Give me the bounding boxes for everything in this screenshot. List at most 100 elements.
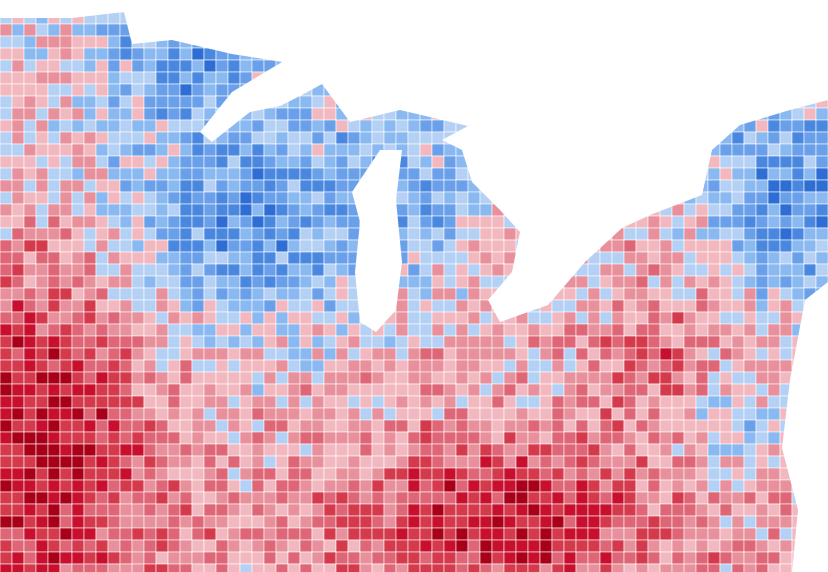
- county: [743, 539, 757, 553]
- county: [623, 455, 637, 469]
- county: [59, 119, 73, 133]
- county: [179, 431, 193, 445]
- county: [527, 467, 541, 481]
- county: [407, 323, 421, 337]
- county: [59, 371, 73, 385]
- county: [527, 371, 541, 385]
- county: [803, 155, 817, 169]
- county: [71, 227, 85, 241]
- county: [47, 215, 61, 229]
- county: [767, 191, 781, 205]
- county: [707, 275, 721, 289]
- county: [311, 251, 325, 265]
- county: [491, 227, 505, 241]
- county: [419, 131, 433, 145]
- county: [0, 299, 13, 313]
- county: [491, 395, 505, 409]
- county: [587, 335, 601, 349]
- county: [491, 491, 505, 505]
- county: [719, 299, 733, 313]
- county: [755, 383, 769, 397]
- county: [431, 551, 445, 565]
- county: [767, 539, 781, 553]
- county: [335, 371, 349, 385]
- county: [107, 23, 121, 37]
- county: [299, 251, 313, 265]
- county: [347, 491, 361, 505]
- county: [419, 383, 433, 397]
- county: [359, 335, 373, 349]
- county: [479, 539, 493, 553]
- county: [311, 455, 325, 469]
- county: [491, 467, 505, 481]
- county: [671, 539, 685, 553]
- county: [215, 383, 229, 397]
- county: [527, 443, 541, 457]
- county: [0, 107, 13, 121]
- county: [419, 359, 433, 373]
- county: [95, 551, 109, 565]
- county: [35, 479, 49, 493]
- county: [479, 479, 493, 493]
- county: [119, 539, 133, 553]
- county: [683, 227, 697, 241]
- county: [419, 371, 433, 385]
- county: [131, 503, 145, 517]
- county: [359, 503, 373, 517]
- county: [743, 203, 757, 217]
- county: [11, 287, 25, 301]
- county: [275, 407, 289, 421]
- county: [431, 311, 445, 325]
- county: [311, 95, 325, 109]
- county: [671, 503, 685, 517]
- county: [83, 251, 97, 265]
- county: [275, 527, 289, 541]
- county: [575, 323, 589, 337]
- county: [311, 239, 325, 253]
- county: [59, 551, 73, 565]
- county: [659, 515, 673, 529]
- county: [563, 551, 577, 565]
- county: [755, 299, 769, 313]
- county: [419, 407, 433, 421]
- county: [107, 11, 121, 25]
- county: [107, 95, 121, 109]
- county: [683, 239, 697, 253]
- county: [371, 383, 385, 397]
- county: [647, 527, 661, 541]
- county: [179, 179, 193, 193]
- county: [23, 227, 37, 241]
- county: [167, 335, 181, 349]
- county: [95, 83, 109, 97]
- county: [239, 191, 253, 205]
- county: [35, 47, 49, 61]
- county: [119, 167, 133, 181]
- county: [443, 263, 457, 277]
- county: [47, 527, 61, 541]
- county: [119, 563, 133, 572]
- county: [83, 311, 97, 325]
- county: [659, 419, 673, 433]
- county: [143, 347, 157, 361]
- county: [275, 227, 289, 241]
- county: [815, 227, 828, 241]
- county: [239, 299, 253, 313]
- county: [659, 539, 673, 553]
- county: [611, 515, 625, 529]
- county: [227, 431, 241, 445]
- county: [299, 347, 313, 361]
- county: [587, 455, 601, 469]
- county: [683, 563, 697, 572]
- county: [239, 323, 253, 337]
- county: [491, 419, 505, 433]
- county: [239, 215, 253, 229]
- county: [59, 47, 73, 61]
- county: [71, 383, 85, 397]
- county: [35, 35, 49, 49]
- county: [275, 323, 289, 337]
- county: [443, 431, 457, 445]
- county: [551, 563, 565, 572]
- county: [95, 527, 109, 541]
- county: [311, 383, 325, 397]
- county: [0, 479, 13, 493]
